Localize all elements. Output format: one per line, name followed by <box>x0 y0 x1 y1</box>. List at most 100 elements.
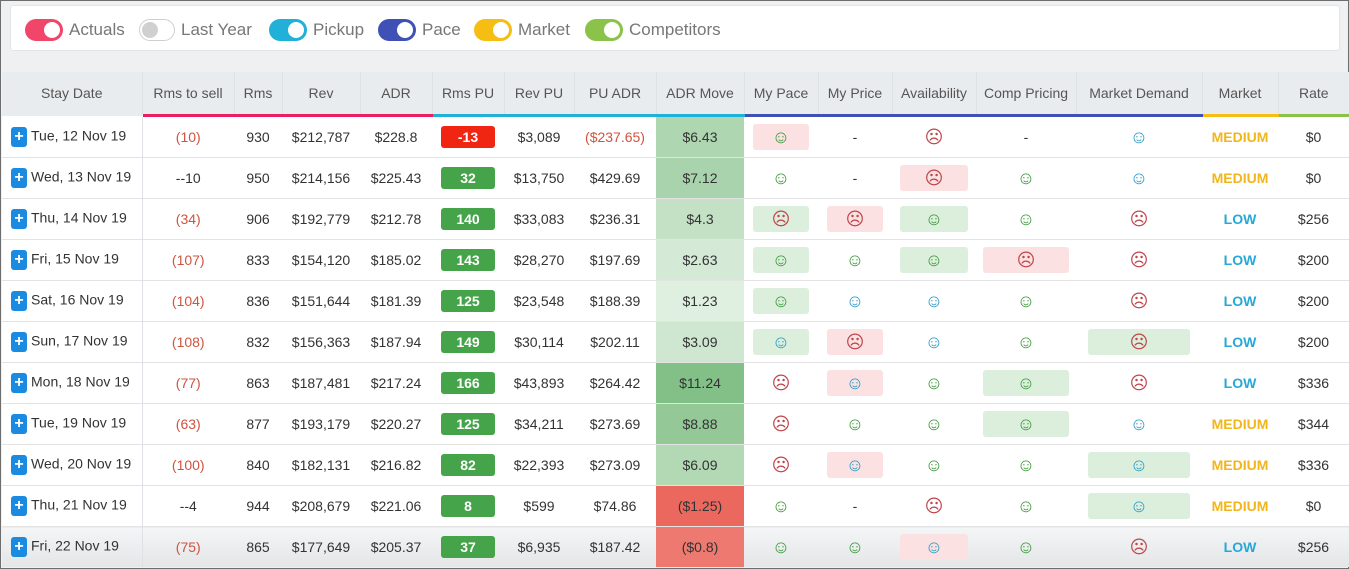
expand-row-icon[interactable]: + <box>11 332 27 352</box>
cell-rev: $208,679 <box>282 485 360 527</box>
cell-availability: ☺ <box>892 198 976 240</box>
toggle-actuals[interactable]: Actuals <box>25 18 125 42</box>
toggle-pickup[interactable]: Pickup <box>269 18 364 42</box>
indicator-box: ☺ <box>983 493 1069 519</box>
cell-rms-pu: 166 <box>432 362 504 404</box>
column-header-my-price[interactable]: My Price <box>817 72 892 117</box>
happy-face-icon: ☺ <box>924 250 944 270</box>
column-header-adr-move[interactable]: ADR Move <box>655 72 744 117</box>
cell-rms: 833 <box>234 239 282 281</box>
column-header-comp-pricing[interactable]: Comp Pricing <box>975 72 1076 117</box>
table-row[interactable]: + Wed, 20 Nov 19 (100) 840 $182,131 $216.82 82… <box>2 444 1349 486</box>
toggle-switch[interactable] <box>25 19 63 41</box>
indicator-box: ☹ <box>900 165 968 191</box>
cell-stay-date: + Tue, 12 Nov 19 <box>2 115 143 158</box>
table-row[interactable]: + Mon, 18 Nov 19 (77) 863 $187,481 $217.24 166… <box>2 362 1349 404</box>
column-header-rms-pu[interactable]: Rms PU <box>431 72 504 117</box>
table-row[interactable]: + Wed, 13 Nov 19 --10 950 $214,156 $225.43 32 $… <box>2 157 1349 199</box>
cell-stay-date: + Fri, 15 Nov 19 <box>2 239 143 281</box>
column-header-adr[interactable]: ADR <box>359 72 432 117</box>
cell-adr-move: $11.24 <box>656 362 744 404</box>
toggle-last-year[interactable]: Last Year <box>139 18 252 42</box>
column-header-rms[interactable]: Rms <box>233 72 282 117</box>
cell-rev-pu: $3,089 <box>504 115 574 158</box>
expand-row-icon[interactable]: + <box>11 496 27 516</box>
toggle-switch[interactable] <box>269 19 307 41</box>
cell-rms-to-sell: (34) <box>142 198 234 240</box>
column-header-rms-to-sell[interactable]: Rms to sell <box>141 72 234 117</box>
table-row[interactable]: + Sun, 17 Nov 19 (108) 832 $156,363 $187.94 14… <box>2 321 1349 363</box>
cell-availability: ☺ <box>892 239 976 281</box>
stay-date-text: Sat, 16 Nov 19 <box>31 291 124 308</box>
toggle-pace[interactable]: Pace <box>378 18 461 42</box>
expand-row-icon[interactable]: + <box>11 127 27 147</box>
expand-row-icon[interactable]: + <box>11 455 27 475</box>
expand-row-icon[interactable]: + <box>11 209 27 229</box>
cell-stay-date: + Sun, 17 Nov 19 <box>2 321 143 363</box>
cell-rev-pu: $13,750 <box>504 157 574 199</box>
cell-availability: ☺ <box>892 280 976 322</box>
indicator-box: ☺ <box>900 534 968 560</box>
toggle-market[interactable]: Market <box>474 18 570 42</box>
cell-adr-move: $6.09 <box>656 444 744 486</box>
expand-row-icon[interactable]: + <box>11 168 27 188</box>
table-row[interactable]: + Fri, 22 Nov 19 (75) 865 $177,649 $205.37 37 $… <box>2 526 1349 567</box>
column-header-rev-pu[interactable]: Rev PU <box>503 72 574 117</box>
indicator-box: ☺ <box>900 288 968 314</box>
table-row[interactable]: + Fri, 15 Nov 19 (107) 833 $154,120 $185.02 14… <box>2 239 1349 281</box>
sad-face-icon: ☹ <box>924 168 944 188</box>
rms-pu-badge: 82 <box>441 454 495 476</box>
cell-comp-pricing: ☺ <box>976 362 1076 404</box>
neutral-face-icon: ☺ <box>845 455 865 475</box>
indicator-box: ☹ <box>900 124 968 150</box>
indicator-box: ☹ <box>753 411 809 437</box>
rms-pu-badge: 8 <box>441 495 495 517</box>
cell-stay-date: + Thu, 14 Nov 19 <box>2 198 143 240</box>
indicator-box: ☺ <box>827 247 883 273</box>
toggle-switch[interactable] <box>378 19 416 41</box>
column-header-rev[interactable]: Rev <box>281 72 360 117</box>
expand-row-icon[interactable]: + <box>11 291 27 311</box>
table-row[interactable]: + Tue, 12 Nov 19 (10) 930 $212,787 $228.8 -13 $… <box>2 115 1349 158</box>
toggle-switch[interactable] <box>139 19 175 41</box>
happy-face-icon: ☺ <box>1016 291 1036 311</box>
indicator-box: ☺ <box>1088 165 1190 191</box>
toggle-switch[interactable] <box>585 19 623 41</box>
table-row[interactable]: + Thu, 14 Nov 19 (34) 906 $192,779 $212.78 140… <box>2 198 1349 240</box>
cell-rev-pu: $22,393 <box>504 444 574 486</box>
column-header-pu-adr[interactable]: PU ADR <box>573 72 656 117</box>
cell-my-pace: ☹ <box>744 444 818 486</box>
expand-row-icon[interactable]: + <box>11 373 27 393</box>
rms-pu-badge: 32 <box>441 167 495 189</box>
cell-market-demand: ☹ <box>1076 239 1202 281</box>
cell-my-pace: ☺ <box>744 115 818 158</box>
table-row[interactable]: + Tue, 19 Nov 19 (63) 877 $193,179 $220.27 125… <box>2 403 1349 445</box>
cell-my-pace: ☺ <box>744 239 818 281</box>
neutral-face-icon: ☺ <box>1129 496 1149 516</box>
cell-stay-date: + Wed, 13 Nov 19 <box>2 157 143 199</box>
column-header-availability[interactable]: Availability <box>891 72 976 117</box>
cell-comp-pricing: ☺ <box>976 280 1076 322</box>
toggle-switch[interactable] <box>474 19 512 41</box>
column-header-market[interactable]: Market <box>1201 72 1278 117</box>
toggle-label: Competitors <box>629 20 721 39</box>
expand-row-icon[interactable]: + <box>11 537 27 557</box>
indicator-box: ☺ <box>753 124 809 150</box>
expand-row-icon[interactable]: + <box>11 414 27 434</box>
column-header-market-demand[interactable]: Market Demand <box>1075 72 1202 117</box>
column-header-rate[interactable]: Rate <box>1277 72 1349 117</box>
toggle-competitors[interactable]: Competitors <box>585 18 721 42</box>
indicator-box: ☺ <box>827 288 883 314</box>
cell-stay-date: + Mon, 18 Nov 19 <box>2 362 143 404</box>
neutral-face-icon: ☺ <box>771 332 791 352</box>
column-header-my-pace[interactable]: My Pace <box>743 72 818 117</box>
cell-comp-pricing: ☺ <box>976 485 1076 527</box>
expand-row-icon[interactable]: + <box>11 250 27 270</box>
sad-face-icon: ☹ <box>924 127 944 147</box>
cell-my-price: ☺ <box>818 403 892 445</box>
table-row[interactable]: + Sat, 16 Nov 19 (104) 836 $151,644 $181.39 12… <box>2 280 1349 322</box>
cell-rev: $156,363 <box>282 321 360 363</box>
indicator-box: ☹ <box>827 206 883 232</box>
column-header-stay-date[interactable]: Stay Date <box>2 72 142 116</box>
table-row[interactable]: + Thu, 21 Nov 19 --4 944 $208,679 $221.06 8 $59… <box>2 485 1349 527</box>
